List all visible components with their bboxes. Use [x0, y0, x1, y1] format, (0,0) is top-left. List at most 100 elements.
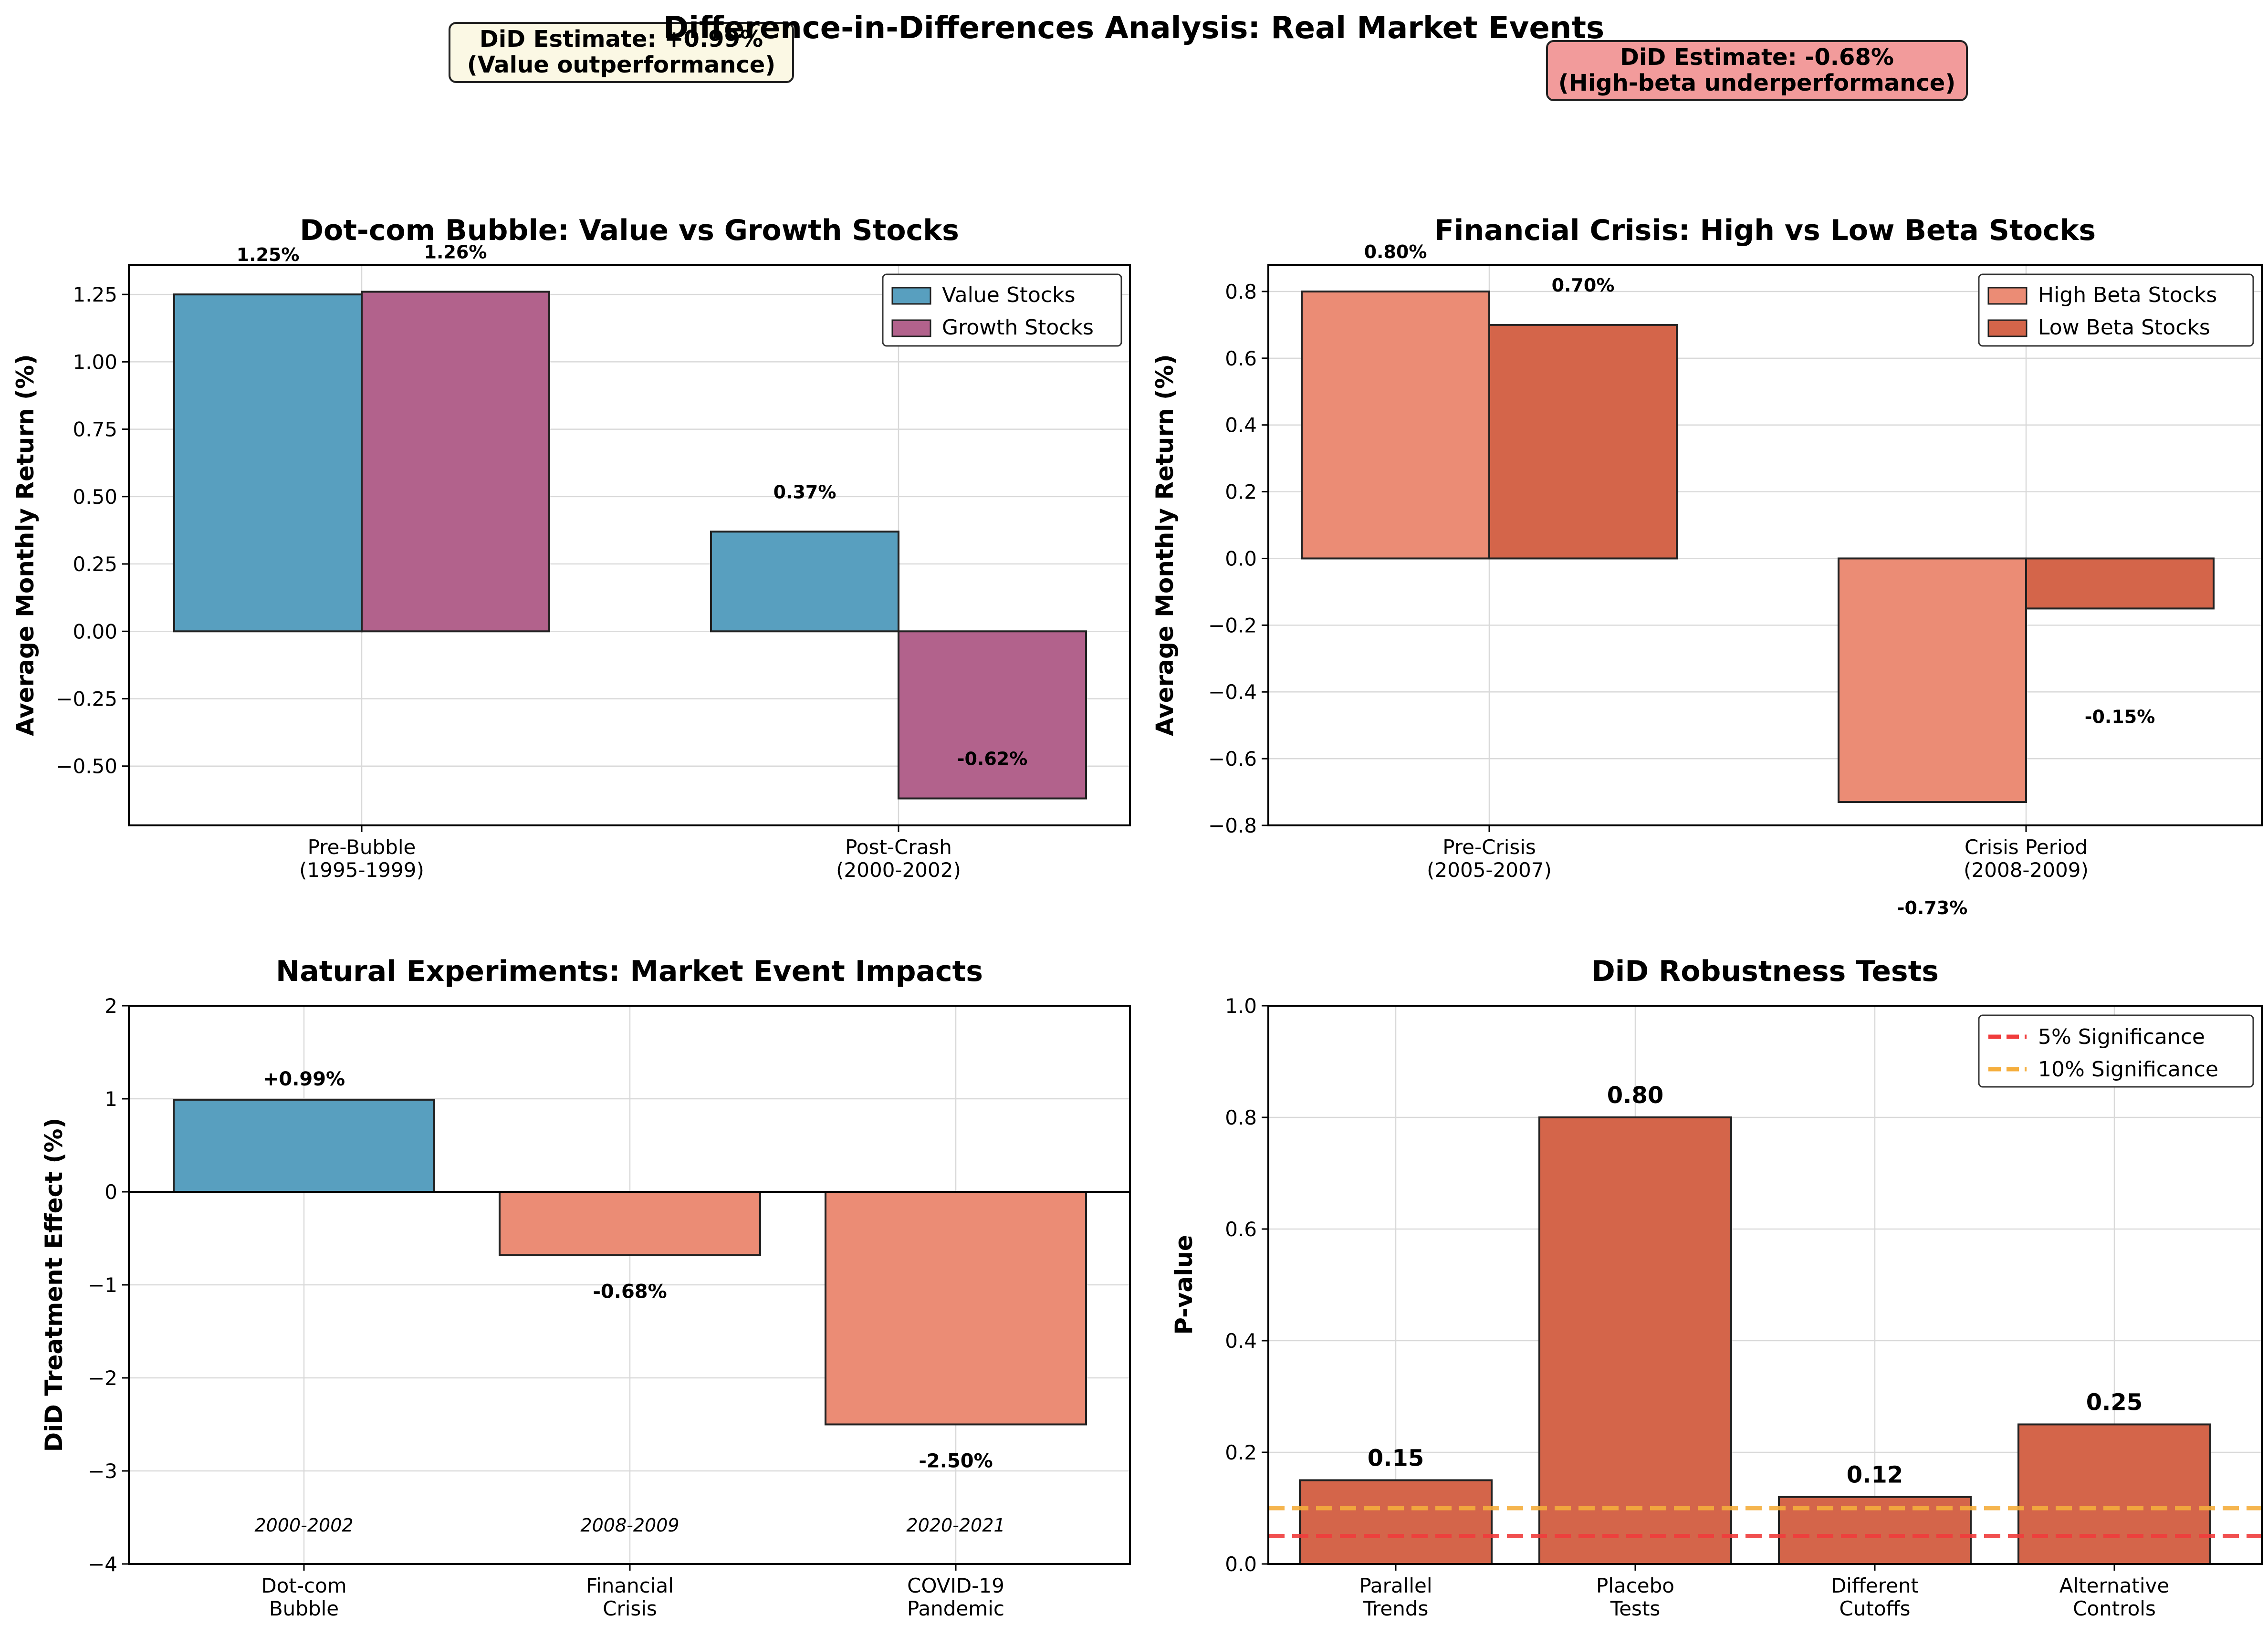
y-tick-label: 0.2: [1225, 1441, 1257, 1464]
y-tick-label: 0: [105, 1180, 117, 1204]
y-tick-label: 0.25: [73, 552, 117, 576]
legend-box: [1978, 1014, 2254, 1088]
x-tick-label: Different Cutoffs: [1831, 1574, 1919, 1620]
y-tick-label: 0.2: [1225, 480, 1257, 504]
bar-value-label: +0.99%: [263, 1068, 345, 1090]
bar-value-label: -0.73%: [1897, 897, 1968, 918]
did-estimate-text: DiD Estimate: -0.68%: [1620, 44, 1894, 71]
bar-value-label: -0.68%: [593, 1281, 667, 1303]
bar: [361, 291, 550, 633]
panel-natural: +0.99% 2000-2002 -0.68% 2008-2009 -2.50% 2020…: [40, 955, 1131, 1620]
y-tick-label: −0.4: [1208, 680, 1257, 704]
legend-label: 5% Significance: [2038, 1025, 2205, 1049]
legend-box: [882, 273, 1122, 347]
bar: [825, 1191, 1087, 1426]
bar: [1299, 1479, 1493, 1565]
panel-title: Financial Crisis: High vs Low Beta Stock…: [1434, 214, 2096, 247]
legend-box: [1978, 273, 2254, 347]
bar-value-label: -0.15%: [2085, 706, 2155, 727]
bar: [1301, 290, 1490, 560]
y-tick-label: 0.0: [1225, 1553, 1257, 1576]
y-tick-label: 0.8: [1225, 1106, 1257, 1129]
bar-value-label: 0.12: [1847, 1462, 1903, 1489]
x-tick-label: Parallel Trends: [1359, 1574, 1432, 1620]
bar-value-label: 0.25: [2086, 1389, 2143, 1416]
bar-value-label: -2.50%: [919, 1450, 993, 1472]
bar-value-label: 0.15: [1368, 1445, 1424, 1472]
did-estimate-text: (High-beta underperformance): [1558, 70, 1956, 96]
bar: [898, 630, 1087, 800]
x-tick-label: Post-Crash (2000-2002): [836, 835, 961, 882]
bar-value-label: 0.70%: [1552, 275, 1615, 296]
y-tick-label: −0.25: [56, 687, 117, 710]
y-tick-label: −1: [88, 1273, 117, 1297]
legend-label: Growth Stocks: [942, 315, 1094, 340]
y-tick-label: 0.50: [73, 485, 117, 509]
y-tick-label: 0.8: [1225, 280, 1257, 303]
did-estimate-text: (Value outperformance): [467, 52, 775, 78]
event-period-label: 2020-2021: [906, 1515, 1005, 1536]
y-tick-label: −3: [88, 1459, 117, 1483]
y-tick-label: −0.2: [1208, 614, 1257, 637]
bar-value-label: -0.62%: [957, 749, 1028, 770]
axes-frame: [1267, 1005, 2263, 1565]
bar: [710, 531, 899, 633]
panels: 1.25%0.37%1.26%-0.62%−0.50−0.250.000.250…: [11, 214, 2263, 1620]
panel-title: Natural Experiments: Market Event Impact…: [276, 955, 983, 988]
legend-swatch: [1987, 287, 2028, 305]
bar-value-label: 0.80: [1607, 1082, 1663, 1109]
y-tick-label: 0.4: [1225, 414, 1257, 437]
legend-label: Value Stocks: [942, 283, 1076, 307]
bar: [1488, 323, 1678, 560]
x-tick-label: Alternative Controls: [2059, 1574, 2169, 1620]
y-tick-label: 0.6: [1225, 1218, 1257, 1241]
panel-title: Dot-com Bubble: Value vs Growth Stocks: [300, 214, 959, 247]
legend-label: Low Beta Stocks: [2038, 315, 2210, 340]
bar: [1838, 557, 2027, 803]
y-tick-label: 1.0: [1225, 994, 1257, 1018]
x-tick-label: Crisis Period (2008-2009): [1964, 835, 2089, 882]
y-axis-label: P-value: [1170, 1235, 1198, 1335]
legend: High Beta Stocks Low Beta Stocks: [1978, 273, 2254, 347]
did-estimate-box: DiD Estimate: -0.68%(High-beta underperf…: [1546, 40, 1968, 101]
y-axis-label: Average Monthly Return (%): [11, 354, 39, 736]
did-estimate-background: [1546, 40, 1968, 101]
y-tick-label: 1: [105, 1087, 117, 1111]
legend-label: 10% Significance: [2038, 1057, 2218, 1082]
legend: Value Stocks Growth Stocks: [882, 273, 1122, 347]
bar: [499, 1191, 761, 1256]
y-tick-label: −0.50: [56, 755, 117, 778]
panel-crisis: 0.80% -0.73% 0.70% -0.15% −0.8 −0.6 −0.4 −0.2 0.…: [1151, 214, 2263, 918]
figure-title: Difference-in-Differences Analysis: Real…: [663, 10, 1604, 46]
x-tick-label: Dot-com Bubble: [261, 1574, 346, 1620]
legend-swatch: [1987, 319, 2028, 337]
bar-value-label: 1.26%: [424, 241, 487, 262]
legend-swatch: [891, 287, 931, 305]
panel-title: DiD Robustness Tests: [1591, 955, 1939, 988]
y-tick-label: 1.25: [73, 283, 117, 306]
axes-frame: [1267, 264, 2263, 826]
did-annotations: DiD Estimate: +0.99%(Value outperformanc…: [449, 22, 1968, 101]
event-period-label: 2000-2002: [254, 1515, 353, 1536]
bar-value-label: 0.37%: [773, 481, 836, 502]
panel-robust: 0.15 0.80 0.12 0.25 0.0 0.2 0.4 0.6 0.8 1.0 Parall…: [1170, 955, 2263, 1620]
bar: [173, 1098, 435, 1193]
x-tick-label: Placebo Tests: [1596, 1574, 1674, 1620]
bar-value-label: 0.80%: [1364, 241, 1427, 262]
bar: [2017, 1423, 2211, 1565]
y-axis-label: DiD Treatment Effect (%): [40, 1118, 68, 1452]
bar-value-label: 1.25%: [237, 244, 300, 265]
x-tick-label: COVID-19 Pandemic: [907, 1574, 1004, 1620]
event-period-label: 2008-2009: [580, 1515, 679, 1536]
legend: 5% Significance 10% Significance: [1978, 1014, 2254, 1088]
y-tick-label: −2: [88, 1366, 117, 1390]
y-axis-label: Average Monthly Return (%): [1151, 354, 1179, 736]
y-tick-label: 0.00: [73, 620, 117, 643]
did-estimate-text: DiD Estimate: +0.99%: [480, 26, 763, 52]
bar: [2025, 557, 2215, 610]
did-estimate-background: [449, 22, 794, 83]
x-tick-label: Pre-Crisis (2005-2007): [1427, 835, 1552, 882]
y-tick-label: −0.6: [1208, 747, 1257, 771]
